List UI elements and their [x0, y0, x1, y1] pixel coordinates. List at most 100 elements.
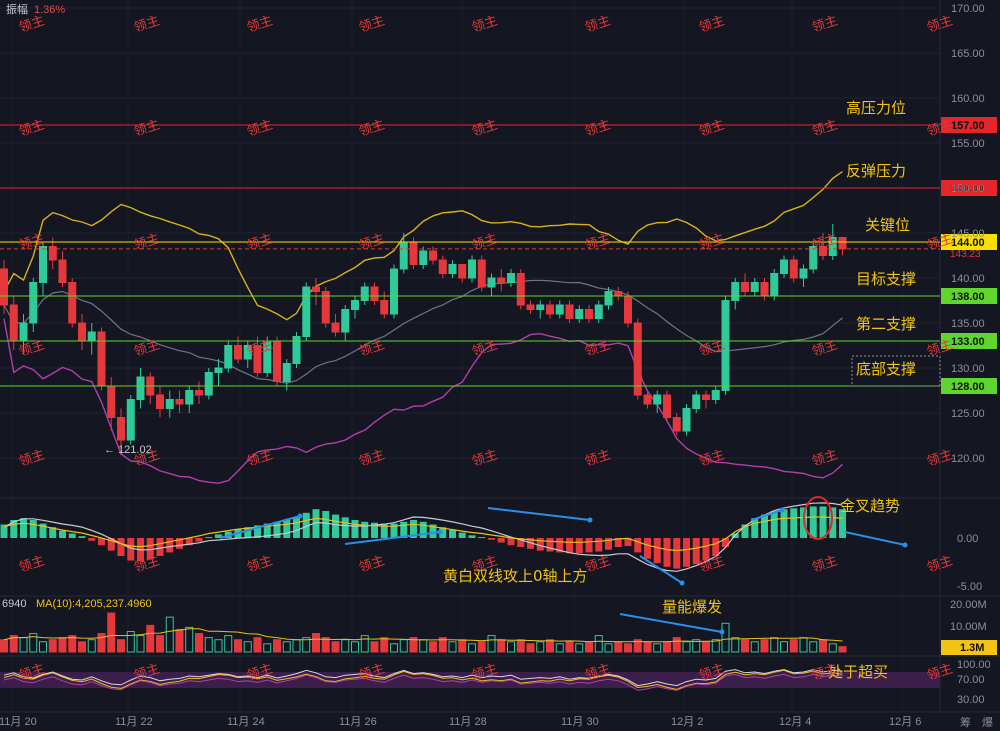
- candle-body: [507, 273, 515, 283]
- candle-body: [448, 264, 457, 274]
- volume-bar: [760, 639, 769, 653]
- header-label: 振幅: [6, 2, 28, 16]
- volume-bar: [370, 641, 379, 653]
- macd-bar: [605, 538, 612, 550]
- candle-body: [711, 390, 720, 400]
- level-tag: [941, 288, 997, 304]
- candle-body: [624, 295, 632, 324]
- volume-bar: [107, 612, 116, 653]
- macd-bar: [176, 538, 183, 549]
- macd-bar: [653, 538, 661, 564]
- price-tick-label: 130.00: [951, 363, 985, 375]
- candle-body: [594, 304, 603, 319]
- macd-bar: [390, 523, 398, 538]
- macd-bar: [195, 538, 203, 542]
- trend-arrow: [639, 555, 683, 584]
- osc-tick-label: 30.00: [957, 694, 985, 706]
- volume-bar: [321, 637, 330, 653]
- price-tick-label: 155.00: [951, 138, 985, 150]
- macd-bar: [702, 538, 710, 561]
- level-tag: [941, 234, 997, 250]
- level-label: 底部支撑: [856, 360, 916, 378]
- macd-tick-label: -5.00: [957, 581, 982, 593]
- oscillator-panel: [0, 669, 940, 691]
- volume-bar: [555, 643, 564, 653]
- candle-body: [565, 304, 574, 319]
- volume-bar: [477, 641, 486, 653]
- candle-body: [653, 394, 662, 405]
- macd-caption: 黄白双线攻上0轴上方: [443, 567, 588, 585]
- candle-body: [331, 322, 340, 333]
- macd-bar: [488, 538, 495, 540]
- level-tag: [941, 378, 997, 394]
- volume-bar: [526, 643, 535, 653]
- volume-bar: [828, 643, 837, 653]
- macd-bar: [673, 538, 681, 569]
- volume-bar: [0, 639, 8, 653]
- macd-bar: [361, 521, 369, 538]
- macd-bar: [527, 538, 534, 549]
- trend-arrow: [844, 531, 906, 546]
- trend-arrow: [344, 531, 441, 545]
- volume-bar: [497, 639, 506, 653]
- volume-bar: [273, 639, 281, 653]
- candle-body: [799, 268, 808, 279]
- volume-ma-label: MA(10):4,205,237.4960: [36, 598, 152, 610]
- level-tag: [941, 117, 997, 133]
- macd-bar: [68, 533, 76, 538]
- macd-bar: [722, 538, 729, 547]
- volume-bar: [604, 643, 613, 653]
- trend-arrow-head: [779, 507, 785, 513]
- macd-bar: [59, 530, 66, 538]
- volume-bar: [458, 639, 467, 653]
- macd-bar: [107, 538, 115, 551]
- candle-body: [48, 246, 57, 261]
- candle-body: [117, 417, 125, 441]
- macd-bar: [429, 524, 437, 538]
- volume-bar: [448, 641, 457, 653]
- candle-body: [721, 300, 730, 391]
- macd-bar: [663, 538, 671, 567]
- osc-tick-label: 100.00: [957, 659, 991, 671]
- volume-bar: [614, 641, 623, 653]
- volume-bar: [390, 643, 398, 653]
- macd-bar: [770, 511, 778, 538]
- price-tick-label: 160.00: [951, 93, 985, 105]
- volume-bar: [819, 639, 827, 653]
- support-resistance-levels: 157.00 150.00 144.00 138.00 133.00 128.00 143.…: [0, 117, 997, 394]
- macd-bar: [468, 535, 476, 538]
- volume-bar: [468, 643, 476, 653]
- macd-bar: [185, 538, 193, 546]
- macd-bar: [780, 509, 788, 538]
- candle-body: [370, 286, 379, 301]
- candle-body: [780, 259, 788, 274]
- price-tick-label: 120.00: [951, 453, 985, 465]
- date-tick-label: 12月 2: [671, 716, 703, 728]
- volume-bar: [97, 633, 106, 653]
- volume-bar: [838, 646, 847, 653]
- macd-bar: [566, 538, 573, 554]
- candle-body: [516, 273, 525, 306]
- macd-bar: [351, 520, 359, 538]
- macd-panel: [0, 502, 846, 572]
- volume-bar: [780, 641, 788, 653]
- macd-bar: [371, 522, 378, 538]
- footer-icon-1[interactable]: 筹: [960, 715, 971, 729]
- volume-bar: [438, 637, 447, 653]
- macd-dif-line: [3, 502, 843, 572]
- candle-body: [682, 408, 691, 432]
- candle-body: [243, 345, 252, 360]
- footer-icon-2[interactable]: 爆: [982, 715, 993, 729]
- candle-body: [97, 331, 106, 387]
- volume-bar: [702, 641, 710, 653]
- macd-bar: [497, 538, 505, 543]
- volume-ma-line: [3, 628, 843, 643]
- volume-bar: [341, 639, 350, 653]
- volume-bar: [536, 641, 545, 653]
- volume-bar: [331, 641, 340, 653]
- volume-bar: [263, 643, 272, 653]
- date-tick-label: 11月 28: [449, 716, 487, 728]
- macd-bar: [293, 517, 300, 538]
- macd-bar: [166, 538, 174, 553]
